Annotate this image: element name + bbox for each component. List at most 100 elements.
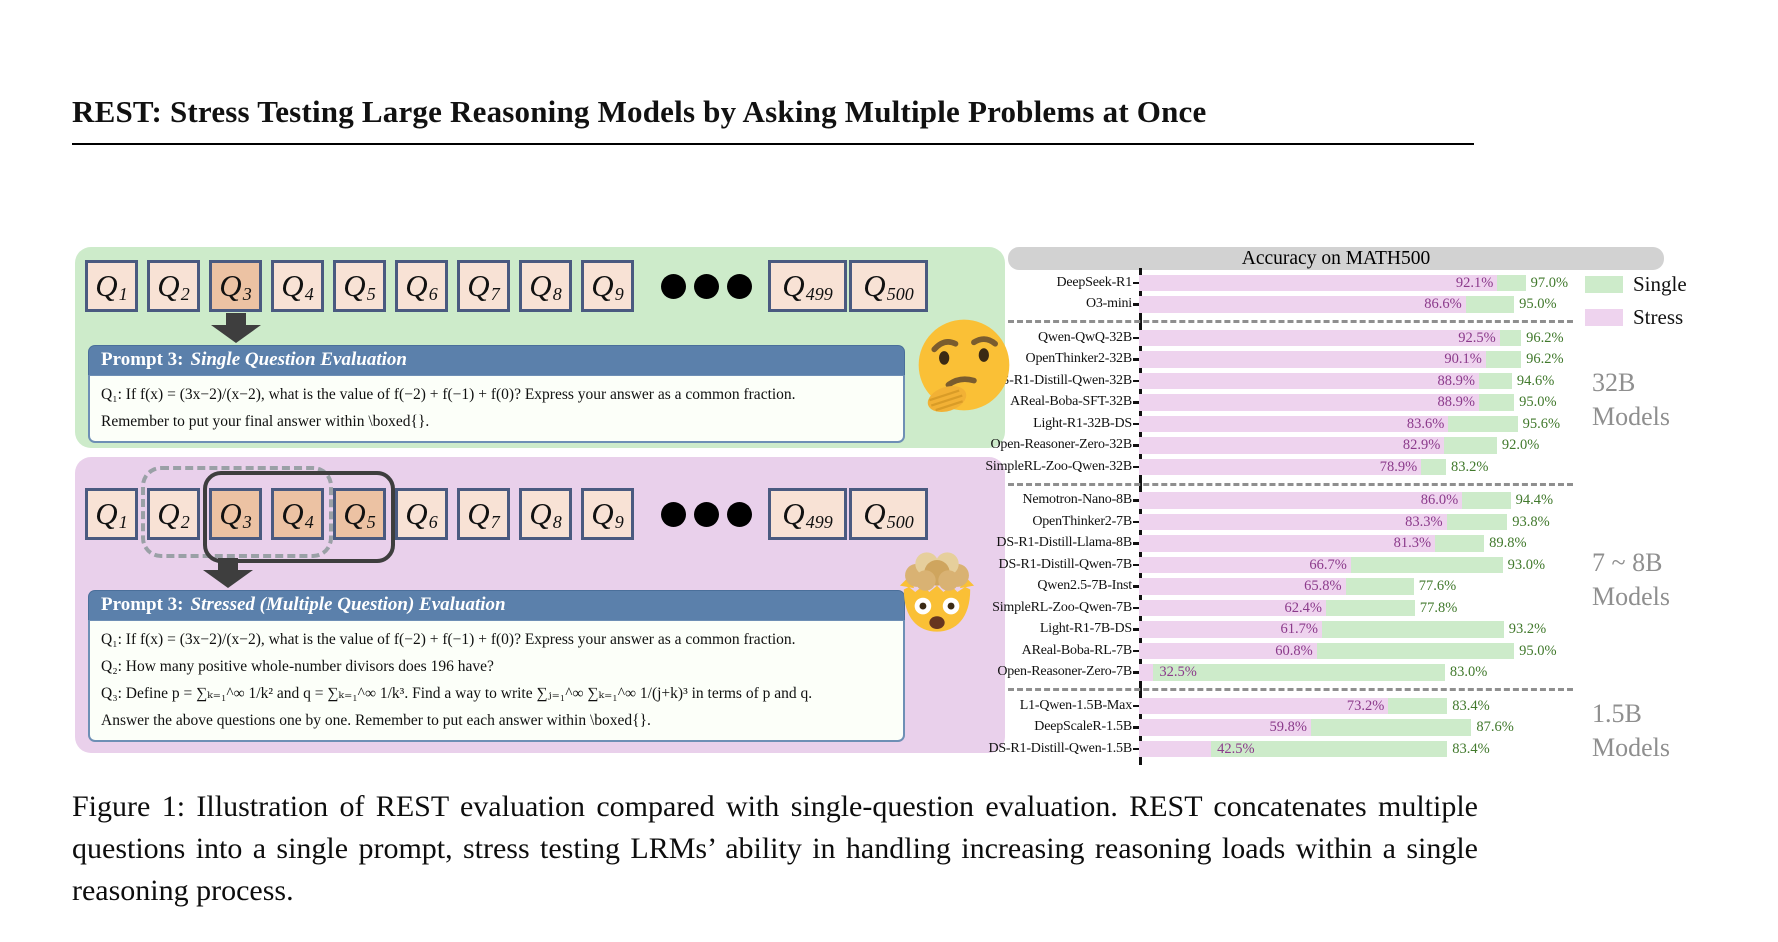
model-label: AReal-Boba-SFT-32B: [1010, 394, 1132, 410]
tile-letter: Q: [343, 496, 366, 531]
chart-row: Light-R1-7B-DS 61.7% 93.2%: [908, 619, 1578, 641]
prompt-line: Remember to put your final answer within…: [101, 413, 430, 430]
ellipsis-dot: [661, 501, 686, 527]
prompt-line: Q₁: If f(x) = (3x−2)/(x−2), what is the …: [101, 386, 796, 403]
down-arrow-icon: [203, 558, 253, 588]
ellipsis-dot: [694, 501, 719, 527]
prompt-title: Stressed (Multiple Question) Evaluation: [190, 594, 506, 615]
stress-bar: [1139, 740, 1212, 757]
stress-bar: [1139, 296, 1466, 313]
stress-bar: [1139, 535, 1436, 552]
bar-pair: 82.9% 92.0%: [1133, 435, 1578, 457]
stress-value-label: 90.1%: [1444, 351, 1482, 367]
tile-letter: Q: [219, 496, 242, 531]
bar-pair: 88.9% 95.0%: [1133, 392, 1578, 414]
model-label: Nemotron-Nano-8B: [1022, 492, 1132, 508]
tile-letter: Q: [405, 496, 428, 531]
question-tile-q500: Q 500: [849, 260, 928, 312]
sliding-window-solid: [203, 471, 395, 563]
tile-subscript: 500: [886, 283, 914, 304]
stress-value-label: 92.5%: [1458, 329, 1496, 346]
single-value-label: 83.4%: [1452, 740, 1490, 757]
bar-chart: DeepSeek-R1 92.1% 97.0% O3-mini 86.6% 95.0% Qw…: [908, 272, 1578, 760]
group-separator: [1008, 482, 1573, 486]
stress-bar: [1139, 458, 1422, 475]
prompt-line: Answer the above questions one by one. R…: [101, 712, 651, 729]
exploding-head-emoji: [899, 552, 975, 632]
single-value-label: 92.0%: [1501, 437, 1540, 453]
single-value-label: 83.0%: [1449, 664, 1488, 680]
stress-value-label: 92.1%: [1455, 274, 1494, 291]
chart-row: AReal-Boba-RL-7B 60.8% 95.0%: [908, 640, 1578, 662]
stress-value-label: 86.0%: [1420, 492, 1459, 508]
prompt-header: Prompt 3: Single Question Evaluation: [88, 345, 905, 375]
chart-row: SimpleRL-Zoo-Qwen-32B 78.9% 83.2%: [908, 456, 1578, 478]
model-label: Open-Reasoner-Zero-7B: [997, 664, 1132, 680]
single-prompt-box: Prompt 3: Single Question Evaluation Q₁: …: [88, 345, 905, 443]
tile-subscript: 9: [614, 511, 624, 532]
chart-row: L1-Qwen-1.5B-Max 73.2% 83.4%: [908, 695, 1578, 717]
single-value-label: 94.6%: [1516, 372, 1555, 389]
chart-row: DS-R1-Distill-Qwen-32B 88.9% 94.6%: [908, 370, 1578, 392]
bar-pair: 62.4% 77.8%: [1133, 597, 1578, 619]
tile-subscript: 499: [805, 283, 833, 304]
tile-subscript: 2: [180, 283, 190, 304]
ellipsis-dots: [661, 273, 752, 299]
single-value-label: 96.2%: [1526, 351, 1564, 367]
model-label: Qwen2.5-7B-Inst: [1037, 578, 1132, 594]
tile-subscript: 6: [428, 283, 438, 304]
group-separator: [1008, 688, 1573, 691]
tile-letter: Q: [157, 496, 180, 531]
stress-bar: [1139, 492, 1463, 509]
prompt-body: Q₁: If f(x) = (3x−2)/(x−2), what is the …: [88, 620, 905, 742]
bar-pair: 66.7% 93.0%: [1133, 554, 1578, 576]
bar-pair: 65.8% 77.6%: [1133, 576, 1578, 598]
legend-item: Stress: [1585, 305, 1687, 330]
model-group-label-7-8b: 7 ~ 8B Models: [1592, 548, 1670, 612]
chart-row: Open-Reasoner-Zero-32B 82.9% 92.0%: [908, 435, 1578, 457]
question-tile-q499: Q 499: [768, 488, 847, 540]
stress-value-label: 32.5%: [1159, 664, 1197, 680]
bar-pair: 61.7% 93.2%: [1133, 619, 1578, 641]
ellipsis-dots: [661, 501, 752, 527]
model-label: Qwen-QwQ-32B: [1037, 329, 1132, 345]
bar-pair: 92.5% 96.2%: [1133, 327, 1578, 349]
model-label: O3-mini: [1085, 296, 1132, 312]
prompt-line: Q₂: How many positive whole-number divis…: [101, 658, 494, 675]
model-label: DS-R1-Distill-Llama-8B: [996, 535, 1132, 551]
stress-value-label: 62.4%: [1284, 599, 1322, 616]
tile-letter: Q: [782, 268, 805, 303]
chart-row: SimpleRL-Zoo-Qwen-7B 62.4% 77.8%: [908, 597, 1578, 619]
single-value-label: 95.0%: [1519, 394, 1557, 410]
single-value-label: 87.6%: [1476, 719, 1514, 735]
model-label: SimpleRL-Zoo-Qwen-7B: [992, 599, 1132, 615]
model-label: DS-R1-Distill-Qwen-32B: [991, 372, 1132, 388]
tile-subscript: 6: [428, 511, 438, 532]
stress-value-label: 88.9%: [1437, 372, 1475, 389]
stress-value-label: 60.8%: [1275, 642, 1313, 659]
tile-letter: Q: [281, 268, 304, 303]
single-value-label: 95.0%: [1519, 642, 1557, 659]
stress-value-label: 83.6%: [1406, 415, 1445, 432]
ellipsis-dot: [727, 501, 752, 527]
stress-value-label: 73.2%: [1346, 697, 1385, 714]
figure-caption: Figure 1: Illustration of REST evaluatio…: [72, 790, 1478, 907]
legend-item: Single: [1585, 272, 1687, 297]
single-value-label: 93.2%: [1508, 621, 1547, 637]
single-value-label: 93.0%: [1507, 556, 1546, 573]
stress-bar: [1139, 642, 1317, 659]
stress-value-label: 83.3%: [1405, 513, 1443, 530]
model-label: L1-Qwen-1.5B-Max: [1019, 697, 1132, 713]
chart-row: OpenThinker2-32B 90.1% 96.2%: [908, 349, 1578, 371]
legend-swatch: [1585, 276, 1623, 293]
model-label: AReal-Boba-RL-7B: [1021, 642, 1133, 658]
stress-bar: [1139, 394, 1479, 411]
tile-subscript: 499: [805, 511, 833, 532]
